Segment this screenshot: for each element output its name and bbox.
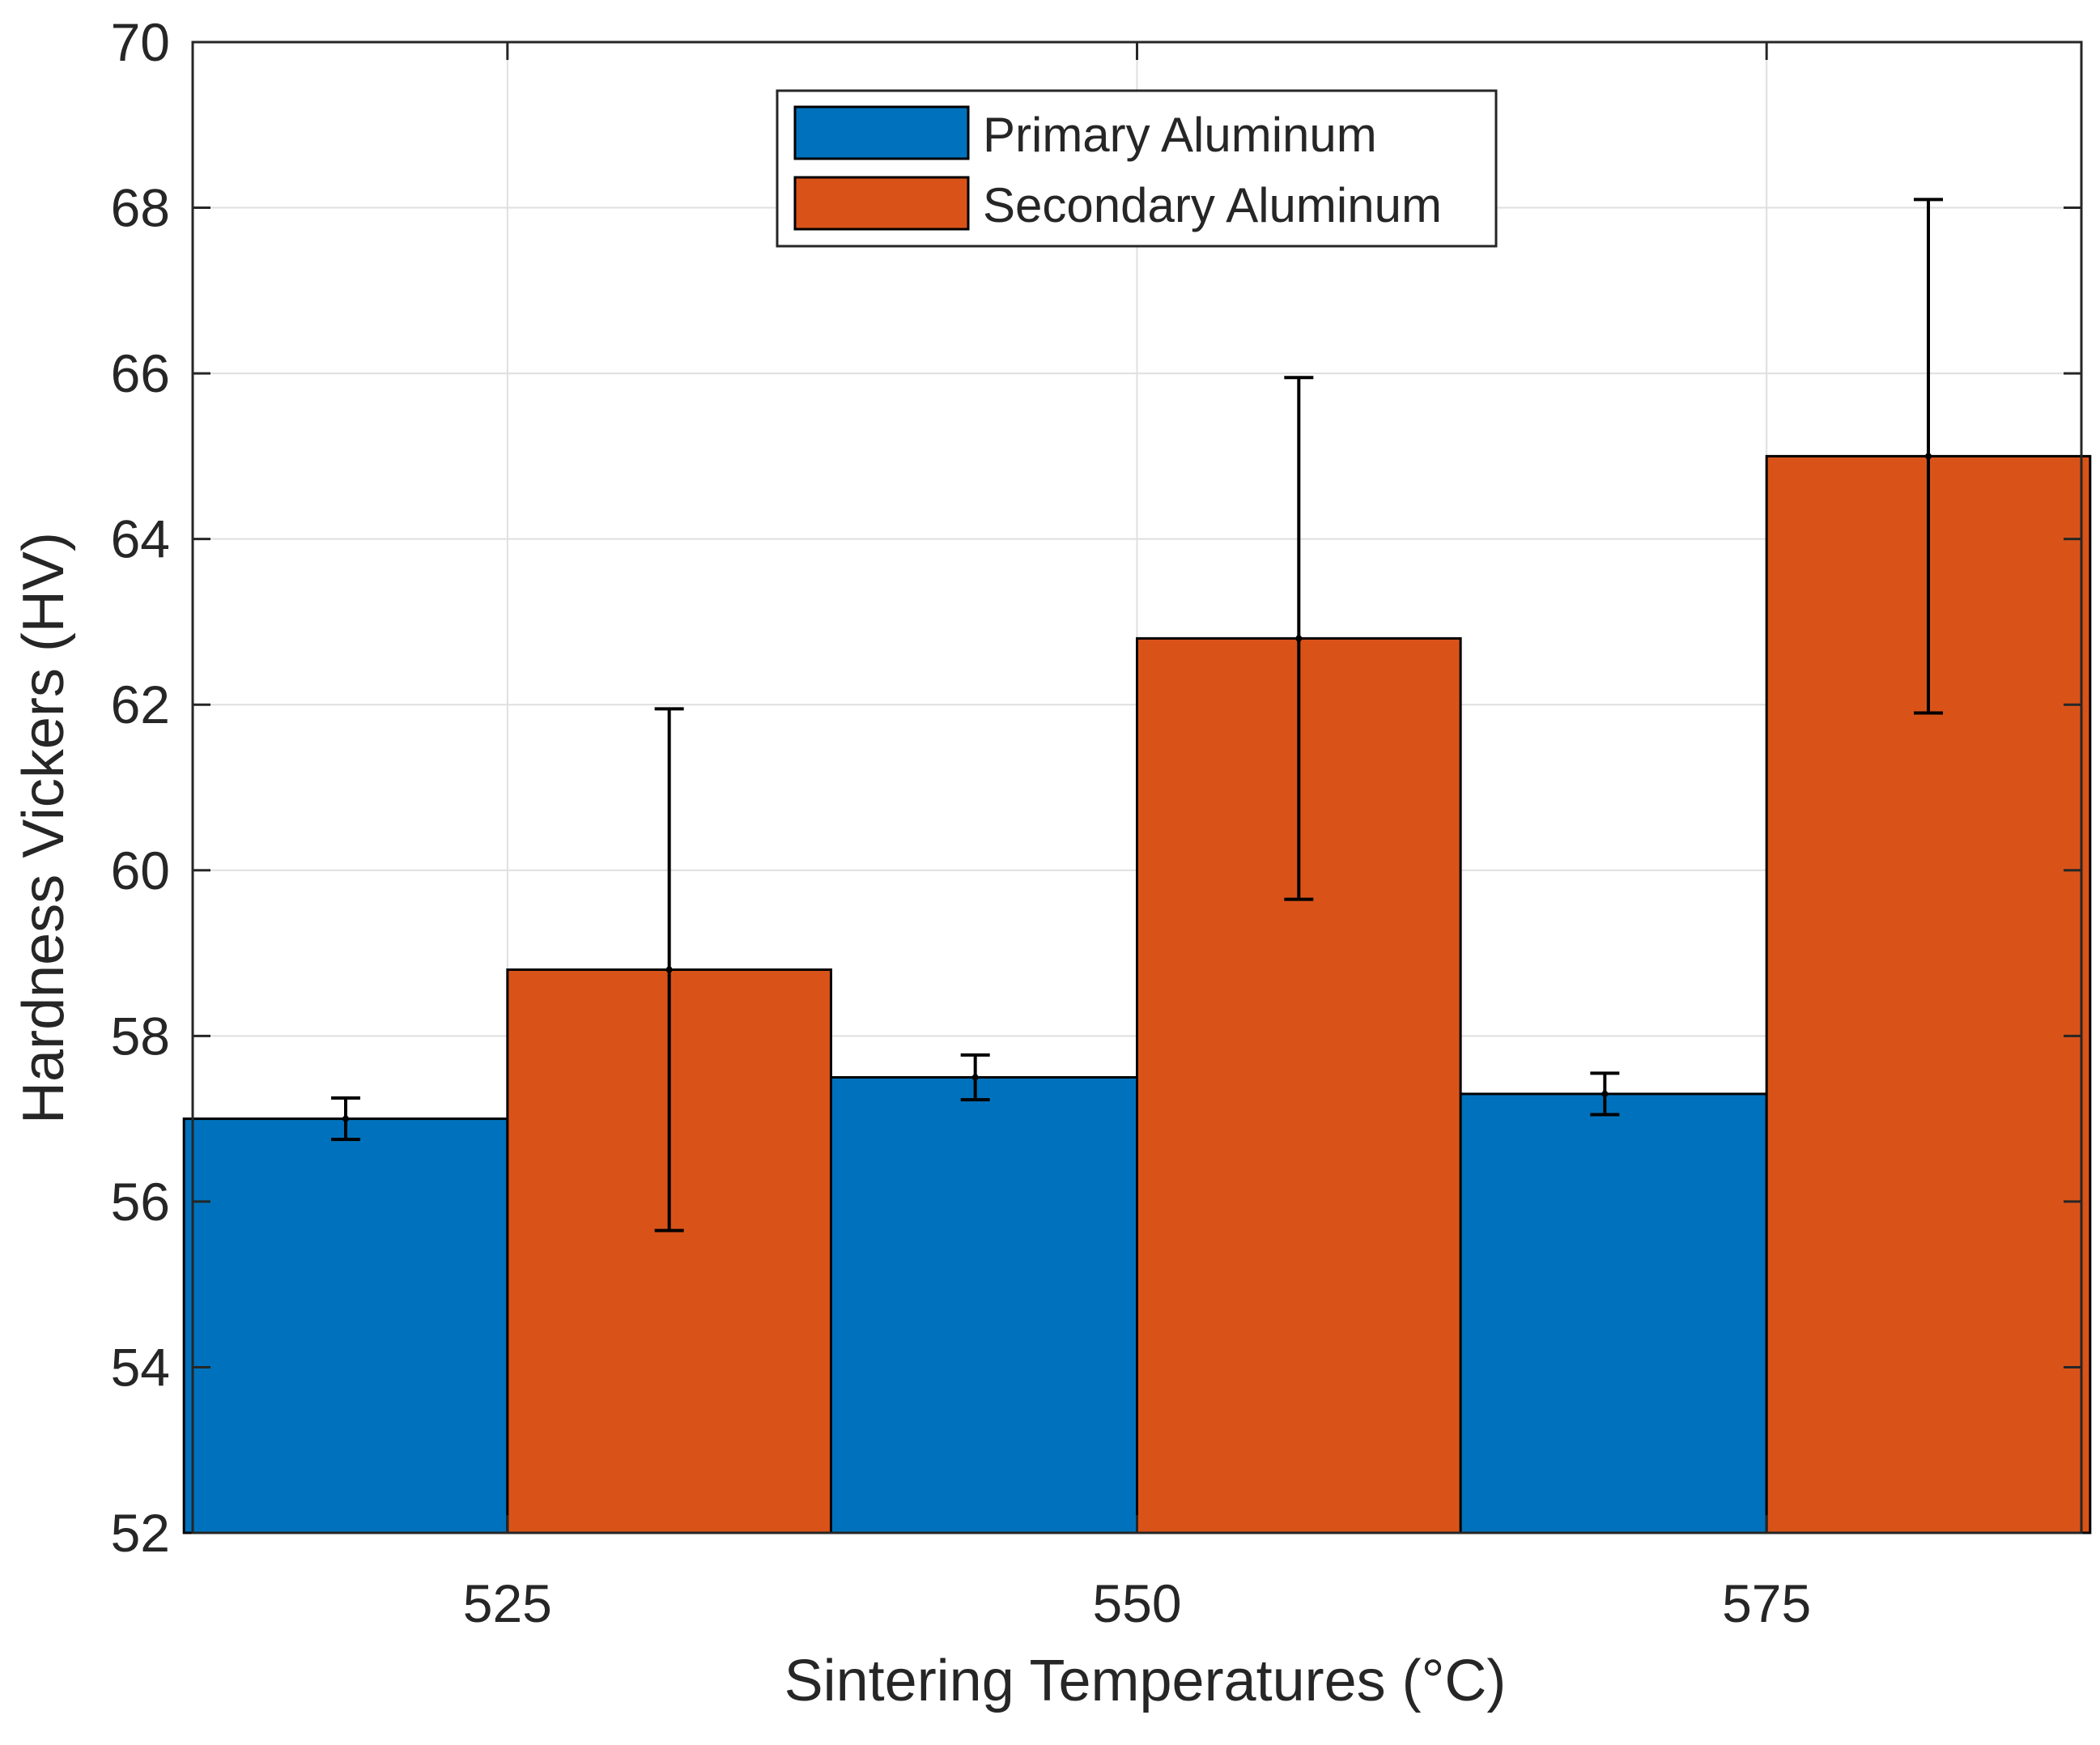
x-tick-label: 550 bbox=[1092, 1573, 1181, 1633]
bar-primary-575 bbox=[1442, 1092, 1768, 1534]
x-tick-label: 575 bbox=[1722, 1573, 1811, 1633]
x-tick-label: 525 bbox=[463, 1573, 552, 1633]
y-tick-label: 62 bbox=[111, 675, 170, 734]
tick-labels: 52 54 56 58 60 62 64 66 68 70 525 550 575 bbox=[111, 12, 1812, 1633]
error-bar-primary-550 bbox=[960, 1053, 990, 1102]
axis-ticks bbox=[193, 40, 2081, 1534]
bar-primary-525 bbox=[182, 1117, 509, 1534]
y-tick-label: 64 bbox=[111, 509, 170, 569]
legend-label-secondary: Secondary Aluminum bbox=[983, 178, 1442, 232]
error-bar-primary-575 bbox=[1590, 1071, 1620, 1117]
legend-swatch-secondary bbox=[793, 176, 970, 231]
error-bar-primary-525 bbox=[331, 1096, 361, 1142]
error-bars bbox=[331, 198, 1943, 1232]
legend-label-primary: Primary Aluminum bbox=[983, 108, 1377, 162]
x-axis-label: Sintering Temperatures (°C) bbox=[784, 1649, 1507, 1713]
y-tick-label: 60 bbox=[111, 841, 170, 900]
error-bar-secondary-525 bbox=[654, 707, 684, 1232]
y-tick-label: 66 bbox=[111, 343, 170, 403]
y-tick-label: 70 bbox=[111, 12, 170, 72]
y-tick-label: 52 bbox=[111, 1503, 170, 1563]
bar-primary-550 bbox=[812, 1075, 1139, 1534]
legend: Primary Aluminum Secondary Aluminum bbox=[776, 89, 1498, 248]
y-tick-label: 68 bbox=[111, 178, 170, 238]
y-tick-label: 56 bbox=[111, 1172, 170, 1232]
y-tick-label: 58 bbox=[111, 1006, 170, 1066]
y-tick-label: 54 bbox=[111, 1337, 170, 1397]
error-bar-secondary-575 bbox=[1913, 198, 1943, 715]
error-bar-secondary-550 bbox=[1284, 376, 1314, 901]
legend-swatch-primary bbox=[793, 105, 970, 160]
y-axis-label: Hardness Vickers (HV) bbox=[11, 532, 76, 1124]
